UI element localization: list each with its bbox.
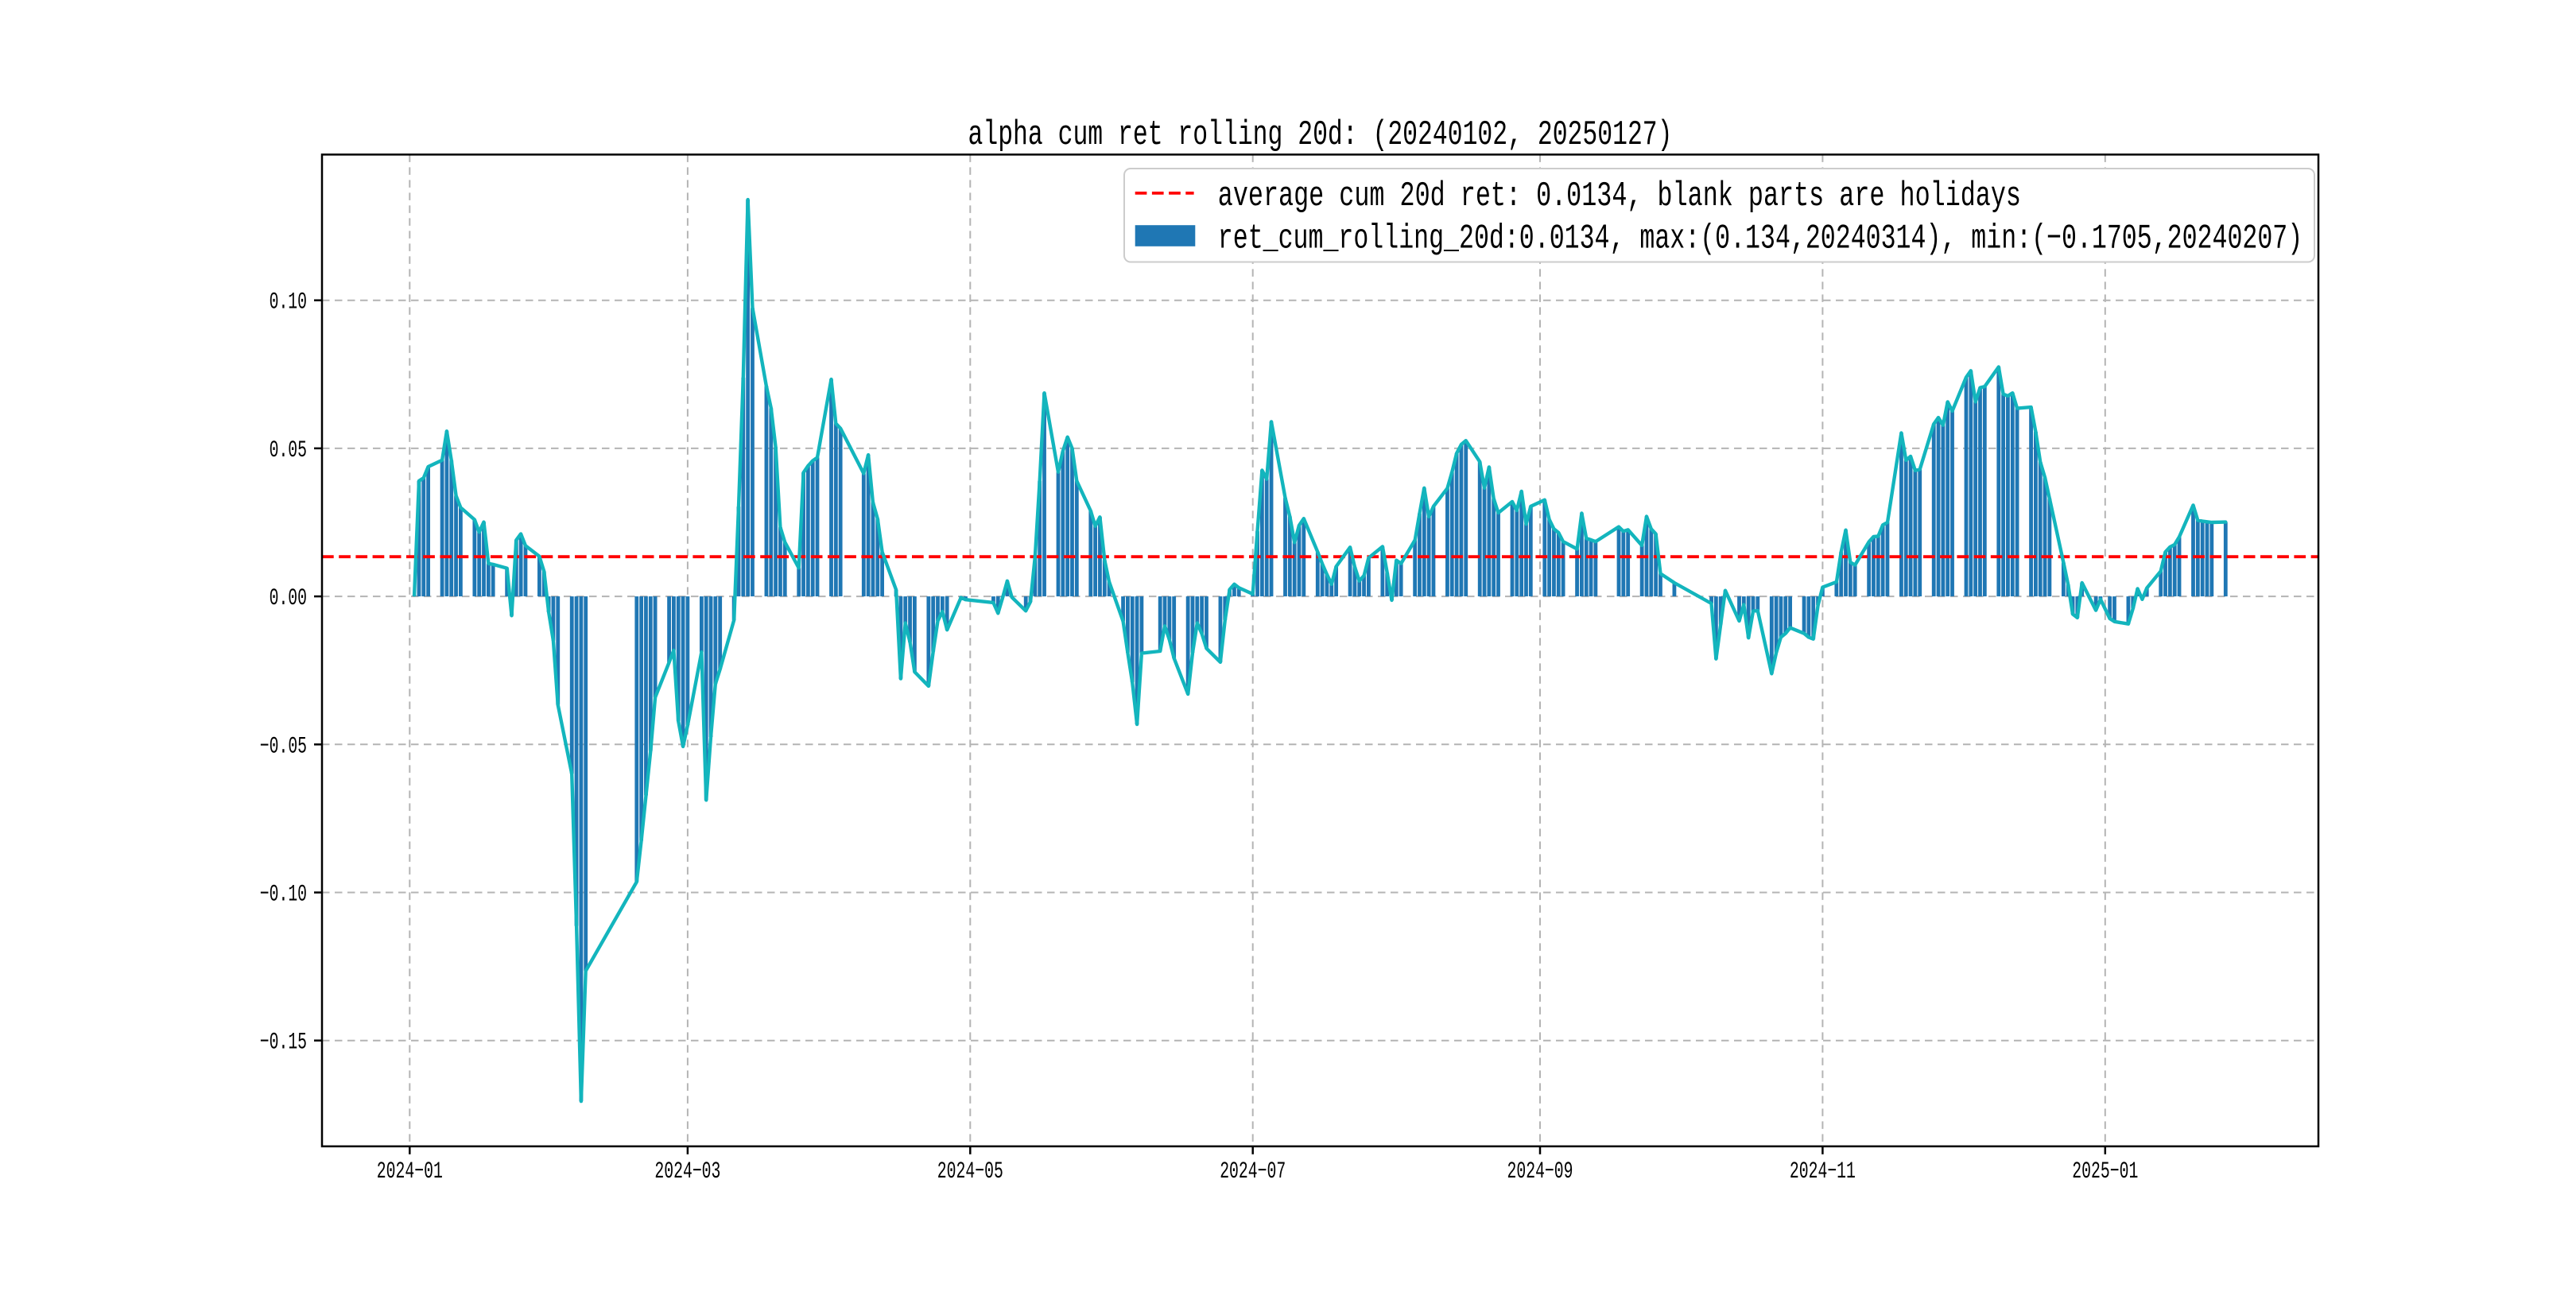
svg-text:alpha cum ret rolling 20d: (20: alpha cum ret rolling 20d: (20240102, 20… — [968, 116, 1673, 155]
svg-text:0.00: 0.00 — [270, 584, 307, 611]
svg-text:2024−05: 2024−05 — [937, 1158, 1003, 1185]
svg-text:2024−01: 2024−01 — [377, 1158, 443, 1185]
svg-text:2024−07: 2024−07 — [1220, 1158, 1286, 1185]
svg-text:−0.10: −0.10 — [260, 881, 307, 908]
svg-text:2024−11: 2024−11 — [1790, 1158, 1856, 1185]
svg-text:2024−09: 2024−09 — [1507, 1158, 1573, 1185]
svg-text:2025−01: 2025−01 — [2072, 1158, 2138, 1185]
svg-text:average cum 20d ret: 0.0134, b: average cum 20d ret: 0.0134, blank parts… — [1218, 177, 2021, 216]
svg-text:0.05: 0.05 — [270, 436, 307, 464]
svg-text:−0.05: −0.05 — [260, 732, 307, 759]
svg-text:0.10: 0.10 — [270, 289, 307, 316]
svg-text:2024−03: 2024−03 — [654, 1158, 720, 1185]
svg-text:ret_cum_rolling_20d:0.0134, ma: ret_cum_rolling_20d:0.0134, max:(0.134,2… — [1218, 219, 2302, 258]
svg-text:−0.15: −0.15 — [260, 1029, 307, 1056]
